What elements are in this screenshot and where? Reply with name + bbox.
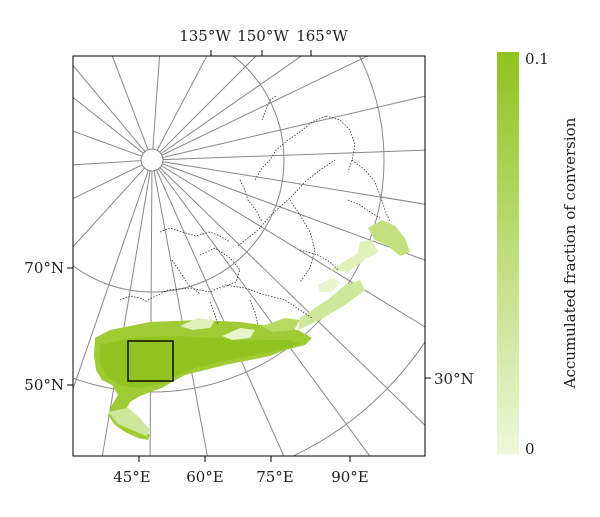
- top-label-165w: 165°W: [296, 27, 348, 45]
- top-label-135w: 135°W: [179, 27, 231, 45]
- bottom-label-45e: 45°E: [113, 468, 151, 486]
- boundaries: [119, 95, 391, 326]
- graticule-meridians: [73, 56, 425, 456]
- left-label-70n: 70°N: [24, 259, 64, 277]
- left-label-50n: 50°N: [24, 376, 64, 394]
- frame-ticks: [67, 50, 431, 462]
- pole-marker: [140, 148, 164, 172]
- colorbar-title: Accumulated fraction of conversion: [561, 117, 579, 389]
- colorbar-min-label: 0: [525, 440, 535, 458]
- bottom-label-90e: 90°E: [331, 468, 369, 486]
- colorbar: [497, 52, 519, 454]
- bottom-label-60e: 60°E: [186, 468, 224, 486]
- graticule-parallels: [73, 56, 425, 456]
- map-frame: [72, 55, 426, 457]
- study-area-box: [127, 340, 174, 382]
- bottom-label-75e: 75°E: [256, 468, 294, 486]
- conversion-region: [94, 220, 410, 440]
- colorbar-max-label: 0.1: [525, 50, 549, 68]
- top-label-150w: 150°W: [237, 27, 289, 45]
- map-area: [73, 56, 425, 456]
- right-label-30n: 30°N: [434, 370, 474, 388]
